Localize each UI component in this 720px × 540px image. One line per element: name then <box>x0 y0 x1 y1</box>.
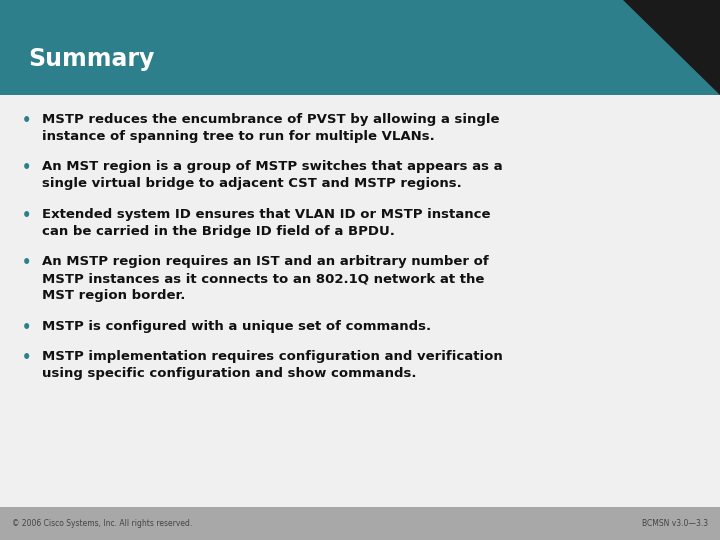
Text: MSTP is configured with a unique set of commands.: MSTP is configured with a unique set of … <box>42 320 431 333</box>
Text: MST region border.: MST region border. <box>42 289 185 302</box>
Text: •: • <box>22 207 32 222</box>
Text: •: • <box>22 112 32 127</box>
Text: using specific configuration and show commands.: using specific configuration and show co… <box>42 367 416 380</box>
Text: Extended system ID ensures that VLAN ID or MSTP instance: Extended system ID ensures that VLAN ID … <box>42 207 490 220</box>
Text: An MST region is a group of MSTP switches that appears as a: An MST region is a group of MSTP switche… <box>42 160 503 173</box>
Text: Summary: Summary <box>28 46 154 71</box>
Text: •: • <box>22 320 32 335</box>
Text: An MSTP region requires an IST and an arbitrary number of: An MSTP region requires an IST and an ar… <box>42 255 489 268</box>
Text: MSTP instances as it connects to an 802.1Q network at the: MSTP instances as it connects to an 802.… <box>42 272 485 285</box>
Text: BCMSN v3.0—3.3: BCMSN v3.0—3.3 <box>642 519 708 528</box>
Text: •: • <box>22 160 32 175</box>
Text: •: • <box>22 255 32 270</box>
Text: single virtual bridge to adjacent CST and MSTP regions.: single virtual bridge to adjacent CST an… <box>42 177 462 190</box>
FancyBboxPatch shape <box>0 0 720 94</box>
Polygon shape <box>623 0 720 94</box>
Text: •: • <box>22 350 32 365</box>
Text: can be carried in the Bridge ID field of a BPDU.: can be carried in the Bridge ID field of… <box>42 225 395 238</box>
Text: © 2006 Cisco Systems, Inc. All rights reserved.: © 2006 Cisco Systems, Inc. All rights re… <box>12 519 192 528</box>
Text: MSTP implementation requires configuration and verification: MSTP implementation requires configurati… <box>42 350 503 363</box>
Text: MSTP reduces the encumbrance of PVST by allowing a single: MSTP reduces the encumbrance of PVST by … <box>42 112 500 125</box>
FancyBboxPatch shape <box>0 507 720 540</box>
Text: instance of spanning tree to run for multiple VLANs.: instance of spanning tree to run for mul… <box>42 130 435 143</box>
